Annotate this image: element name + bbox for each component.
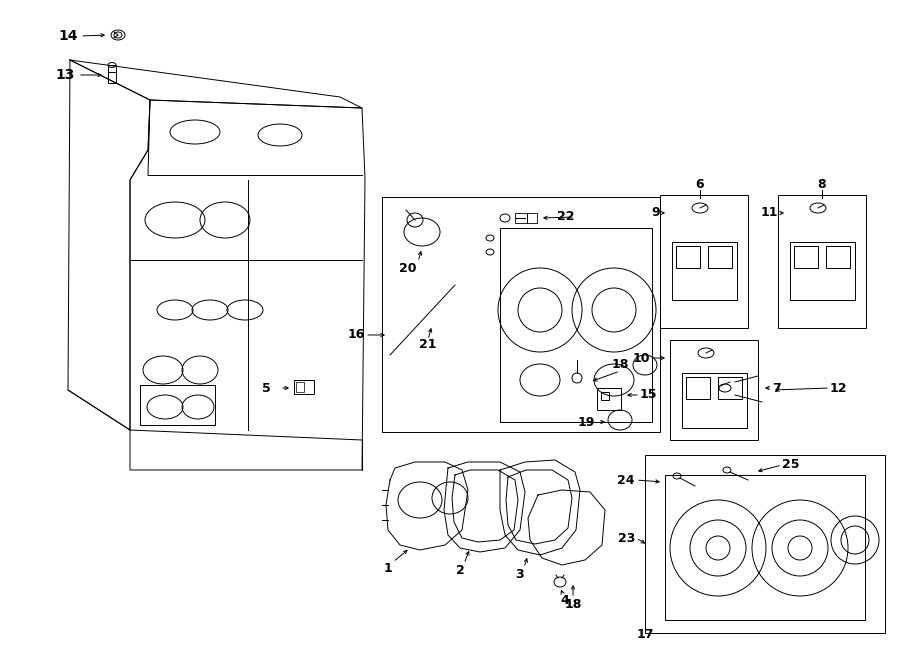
Text: 11: 11 [760, 206, 778, 219]
Bar [108, 65, 116, 83]
Bar [140, 385, 215, 425]
Text: 3: 3 [516, 568, 525, 582]
Text: 22: 22 [557, 210, 575, 223]
Text: 23: 23 [617, 531, 635, 545]
Bar [665, 475, 865, 620]
Text: 6: 6 [696, 178, 705, 192]
Bar [686, 377, 710, 399]
Bar [597, 388, 621, 410]
Text: 19: 19 [578, 416, 595, 428]
Bar [515, 213, 527, 223]
Bar [660, 195, 748, 328]
Text: 4: 4 [561, 594, 570, 607]
Bar [676, 246, 700, 268]
Text: 20: 20 [400, 262, 417, 274]
Bar [670, 340, 758, 440]
Bar [382, 197, 660, 432]
Bar [790, 242, 855, 300]
Text: 15: 15 [640, 389, 658, 401]
Bar [794, 246, 818, 268]
Text: 7: 7 [772, 381, 781, 395]
Bar [682, 373, 747, 428]
Text: 24: 24 [617, 473, 635, 486]
Text: 10: 10 [633, 352, 650, 364]
Text: 2: 2 [455, 563, 464, 576]
Text: 16: 16 [347, 329, 365, 342]
Text: 5: 5 [262, 381, 270, 395]
Bar [778, 195, 866, 328]
Text: 25: 25 [782, 459, 799, 471]
Bar [601, 392, 609, 400]
Text: 21: 21 [419, 338, 436, 352]
Text: 14: 14 [58, 29, 77, 43]
Text: 8: 8 [818, 178, 826, 192]
Text: 9: 9 [652, 206, 660, 219]
Bar [294, 380, 314, 394]
Bar [826, 246, 850, 268]
Text: 13: 13 [55, 68, 75, 82]
Bar [296, 382, 304, 392]
Text: 1: 1 [383, 561, 392, 574]
Bar [500, 228, 652, 422]
Bar [718, 377, 742, 399]
Text: 18: 18 [564, 598, 581, 611]
Bar [645, 455, 885, 633]
Bar [672, 242, 737, 300]
Text: 17: 17 [636, 629, 653, 641]
Text: 18: 18 [611, 358, 629, 371]
Bar [708, 246, 732, 268]
Bar [527, 213, 537, 223]
Text: 12: 12 [830, 381, 848, 395]
